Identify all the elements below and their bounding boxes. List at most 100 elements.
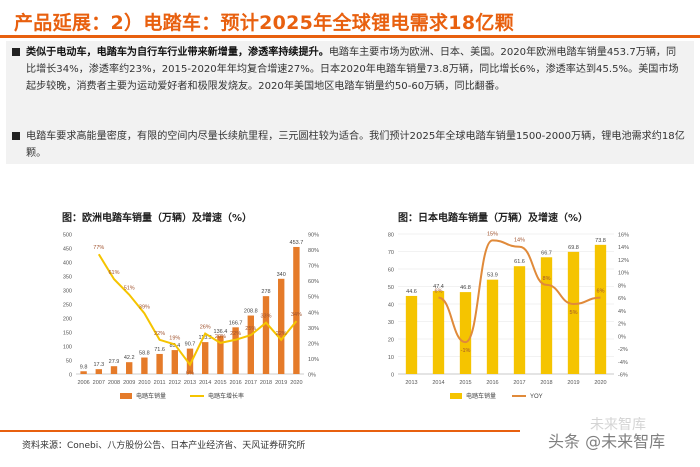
bar bbox=[540, 257, 553, 374]
rate-label: 22% bbox=[154, 331, 165, 337]
source-note: 资料来源：Conebi、八方股份公告、日本产业经济省、天风证券研究所 bbox=[22, 441, 306, 451]
left-tick-label: 60 bbox=[388, 268, 394, 274]
left-tick-label: 0 bbox=[69, 373, 72, 379]
right-tick-label: 50% bbox=[308, 295, 319, 301]
bar-value-label: 71.6 bbox=[154, 347, 165, 353]
right-tick-label: 6% bbox=[618, 296, 626, 302]
bar-value-label: 69.8 bbox=[568, 245, 579, 251]
bar bbox=[156, 353, 163, 374]
rate-label: 34% bbox=[291, 312, 302, 318]
left-tick-label: 200 bbox=[63, 317, 72, 323]
left-tick-label: 150 bbox=[63, 331, 72, 337]
left-tick-label: 30 bbox=[388, 320, 394, 326]
bar bbox=[217, 335, 224, 374]
bullet-text-1: 类似于电动车，电踏车为自行车行业带来新增量，渗透率持续提升。电踏车主要市场为欧洲… bbox=[14, 44, 686, 95]
left-tick-label: 50 bbox=[388, 285, 394, 291]
bullet-body-2: 电踏车要求高能量密度，有限的空间内尽量长续航里程，三元圆柱较为适合。我们预计20… bbox=[26, 131, 685, 159]
bar-value-label: 47.4 bbox=[433, 284, 444, 290]
footer-divider bbox=[0, 430, 520, 432]
x-tick-label: 2014 bbox=[199, 380, 211, 386]
rate-label: 6% bbox=[435, 289, 443, 295]
bar-value-label: 340 bbox=[277, 272, 286, 278]
right-tick-label: 10% bbox=[308, 357, 319, 363]
x-tick-label: 2007 bbox=[93, 380, 105, 386]
right-tick-label: 0% bbox=[308, 373, 316, 379]
left-tick-label: 450 bbox=[63, 247, 72, 253]
left-tick-label: 350 bbox=[63, 275, 72, 281]
rate-label: -1% bbox=[461, 348, 471, 354]
bar bbox=[432, 291, 445, 374]
bar-value-label: 9.8 bbox=[80, 364, 88, 370]
bar-value-label: 42.2 bbox=[124, 355, 135, 361]
x-tick-label: 2018 bbox=[260, 380, 272, 386]
bar-value-label: 53.9 bbox=[487, 273, 498, 279]
x-tick-label: 2013 bbox=[184, 380, 196, 386]
x-tick-label: 2012 bbox=[169, 380, 181, 386]
chart-europe: 0 50 100 150 200 250 300 350 400 450 500 0% 10% 20% 30… bbox=[63, 233, 319, 401]
x-tick-label: 2013 bbox=[405, 380, 417, 386]
bar-value-label: 73.8 bbox=[595, 238, 606, 244]
watermark-ghost: 未来智库 bbox=[590, 417, 646, 433]
bullet-square-icon bbox=[12, 48, 20, 56]
left-tick-label: 80 bbox=[388, 233, 394, 239]
x-tick-label: 2016 bbox=[486, 380, 498, 386]
bar bbox=[247, 315, 254, 374]
rate-label: 6% bbox=[186, 371, 194, 377]
bullet-body-1: 电踏车主要市场为欧洲、日本、美国。2020年欧洲电踏车销量453.7万辆，同比增… bbox=[26, 47, 679, 92]
bar-value-label: 136.4 bbox=[214, 329, 228, 335]
bar-value-label: 61.6 bbox=[514, 259, 525, 265]
x-tick-label: 2020 bbox=[290, 380, 302, 386]
bar-value-label: 208.8 bbox=[244, 309, 258, 315]
rate-label: 33% bbox=[260, 314, 271, 320]
title-divider bbox=[0, 35, 700, 38]
rate-label: 14% bbox=[514, 238, 525, 244]
right-tick-label: 4% bbox=[618, 309, 626, 315]
x-tick-label: 2020 bbox=[594, 380, 606, 386]
rate-label: 51% bbox=[124, 286, 135, 292]
bar-value-label: 44.6 bbox=[406, 289, 417, 295]
growth-line bbox=[97, 253, 298, 367]
x-tick-label: 2019 bbox=[275, 380, 287, 386]
left-tick-label: 20 bbox=[388, 338, 394, 344]
summary-box: 类似于电动车，电踏车为自行车行业带来新增量，渗透率持续提升。电踏车主要市场为欧洲… bbox=[6, 41, 694, 164]
bar-value-label: 58.8 bbox=[139, 351, 150, 357]
bar bbox=[186, 348, 194, 374]
bar bbox=[126, 362, 133, 374]
right-tick-label: 20% bbox=[308, 341, 319, 347]
x-tick-label: 2006 bbox=[77, 380, 89, 386]
right-tick-label: 90% bbox=[308, 233, 319, 239]
x-tick-label: 2015 bbox=[459, 380, 471, 386]
bar bbox=[513, 266, 526, 374]
bullet-item-1: 类似于电动车，电踏车为自行车行业带来新增量，渗透率持续提升。电踏车主要市场为欧洲… bbox=[12, 44, 686, 95]
right-tick-label: 70% bbox=[308, 264, 319, 270]
left-tick-label: 300 bbox=[63, 289, 72, 295]
rate-label: 19% bbox=[169, 335, 180, 341]
right-tick-label: 12% bbox=[618, 258, 629, 264]
bar bbox=[459, 292, 472, 374]
bar bbox=[95, 369, 102, 374]
bullet-bold-1: 类似于电动车，电踏车为自行车行业带来新增量，渗透率持续提升。 bbox=[26, 47, 329, 58]
left-tick-label: 70 bbox=[388, 250, 394, 256]
x-tick-label: 2019 bbox=[567, 380, 579, 386]
left-tick-label: 500 bbox=[63, 233, 72, 239]
right-tick-label: 10% bbox=[618, 271, 629, 277]
x-tick-label: 2016 bbox=[229, 380, 241, 386]
rate-label: 77% bbox=[93, 245, 104, 251]
bar-value-label: 166.7 bbox=[229, 320, 243, 326]
right-tick-label: 60% bbox=[308, 279, 319, 285]
right-tick-label: 8% bbox=[618, 283, 626, 289]
rate-label: 15% bbox=[487, 231, 498, 237]
bar bbox=[80, 371, 87, 374]
rate-label: 22% bbox=[230, 331, 241, 337]
legend-line-label: 电踏车增长率 bbox=[208, 392, 244, 400]
left-tick-label: 10 bbox=[388, 355, 394, 361]
bar-value-label: 27.9 bbox=[109, 359, 120, 365]
x-tick-label: 2008 bbox=[108, 380, 120, 386]
bar bbox=[486, 279, 499, 374]
x-tick-label: 2017 bbox=[513, 380, 525, 386]
x-tick-label: 2015 bbox=[214, 380, 226, 386]
bar-value-label: 66.7 bbox=[541, 250, 552, 256]
bar bbox=[278, 278, 285, 374]
chart-title-europe: 图：欧洲电踏车销量（万辆）及增速（%） bbox=[62, 213, 253, 224]
left-tick-label: 40 bbox=[388, 303, 394, 309]
